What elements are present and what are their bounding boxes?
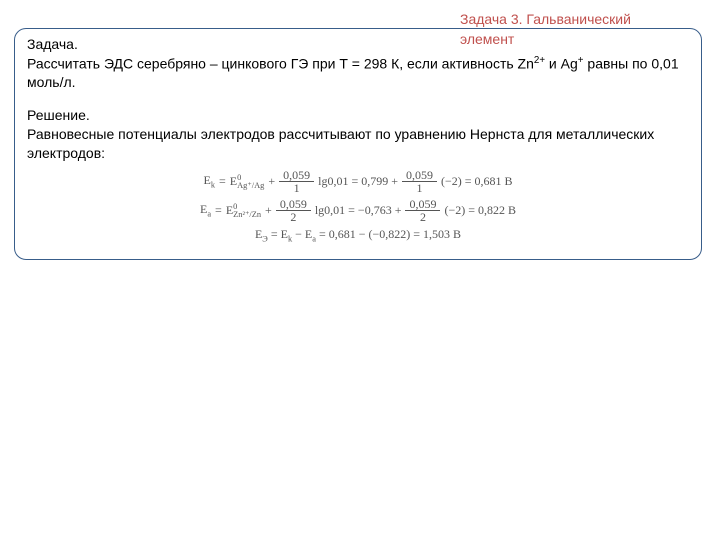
equation-1: Ek = E0Ag⁺/Ag + 0,059 1 lg0,01 = 0,799 +…	[27, 169, 689, 194]
eq1-e0-sym: E	[230, 174, 237, 188]
eq1-lhs-sym: E	[203, 173, 210, 187]
eq2-frac2: 0,059 2	[405, 198, 440, 223]
eq3-mid2: − E	[292, 227, 312, 241]
spacer	[27, 92, 689, 106]
eq2-plus: +	[265, 203, 272, 218]
eq1-frac2: 0,059 1	[402, 169, 437, 194]
eq2-frac1-den: 2	[286, 211, 300, 223]
eq3-mid1: = E	[268, 227, 288, 241]
eq1-tail: (−2) = 0,681 В	[441, 174, 513, 189]
eq1-frac1-den: 1	[290, 182, 304, 194]
eq1-plus: +	[268, 174, 275, 189]
solution-text: Равновесные потенциалы электродов рассчи…	[27, 125, 689, 163]
solution-title: Решение.	[27, 106, 689, 125]
header-line1: Задача 3. Гальванический	[460, 11, 631, 27]
ion1-sup: 2+	[534, 55, 545, 66]
eq2-e0-supsub: 0Zn²⁺/Zn	[233, 203, 261, 218]
eq1-e0-supsub: 0Ag⁺/Ag	[237, 174, 264, 189]
eq1-lhs: Ek	[203, 173, 215, 189]
eq3-rest: = 0,681 − (−0,822) = 1,503 В	[316, 227, 461, 241]
eq3-text: EЭ = Ek − Ea = 0,681 − (−0,822) = 1,503 …	[255, 227, 461, 243]
eq1-frac1: 0,059 1	[279, 169, 314, 194]
content-box: Задача. Рассчитать ЭДС серебряно – цинко…	[14, 28, 702, 260]
equations-block: Ek = E0Ag⁺/Ag + 0,059 1 lg0,01 = 0,799 +…	[27, 169, 689, 243]
eq1-e0: E0Ag⁺/Ag	[230, 174, 265, 190]
eq2-eq: =	[215, 203, 222, 218]
eq1-frac2-den: 1	[413, 182, 427, 194]
eq1-after: lg0,01 = 0,799 +	[318, 174, 398, 189]
problem-pre: Рассчитать ЭДС серебряно – цинкового ГЭ …	[27, 56, 534, 72]
eq2-e0-sub: Zn²⁺/Zn	[233, 211, 261, 219]
eq2-frac1: 0,059 2	[276, 198, 311, 223]
eq1-e0-sub: Ag⁺/Ag	[237, 182, 264, 190]
problem-mid: и Ag	[545, 56, 578, 72]
eq2-e0-sym: E	[226, 203, 233, 217]
problem-body: Рассчитать ЭДС серебряно – цинкового ГЭ …	[27, 54, 689, 92]
eq2-e0: E0Zn²⁺/Zn	[226, 203, 261, 219]
eq2-lhs: Ea	[200, 202, 211, 218]
equation-2: Ea = E0Zn²⁺/Zn + 0,059 2 lg0,01 = −0,763…	[27, 198, 689, 223]
eq2-lhs-sub: a	[207, 210, 211, 219]
eq2-frac2-den: 2	[416, 211, 430, 223]
equation-3: EЭ = Ek − Ea = 0,681 − (−0,822) = 1,503 …	[27, 227, 689, 243]
eq2-tail: (−2) = 0,822 В	[444, 203, 516, 218]
problem-title: Задача.	[27, 35, 689, 54]
eq1-lhs-sub: k	[211, 181, 215, 190]
eq1-eq: =	[219, 174, 226, 189]
eq2-after: lg0,01 = −0,763 +	[315, 203, 402, 218]
